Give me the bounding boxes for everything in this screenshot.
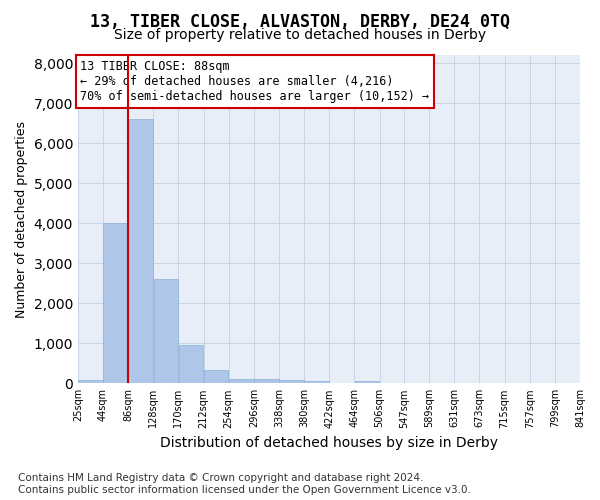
Bar: [103, 223, 128, 384]
Bar: [179, 346, 203, 384]
X-axis label: Distribution of detached houses by size in Derby: Distribution of detached houses by size …: [160, 436, 498, 450]
Bar: [355, 381, 379, 384]
Text: Contains HM Land Registry data © Crown copyright and database right 2024.
Contai: Contains HM Land Registry data © Crown c…: [18, 474, 471, 495]
Text: Size of property relative to detached houses in Derby: Size of property relative to detached ho…: [114, 28, 486, 42]
Bar: [128, 119, 153, 384]
Bar: [204, 370, 229, 384]
Bar: [229, 378, 254, 384]
Text: 13, TIBER CLOSE, ALVASTON, DERBY, DE24 0TQ: 13, TIBER CLOSE, ALVASTON, DERBY, DE24 0…: [90, 12, 510, 30]
Bar: [78, 380, 103, 384]
Text: 13 TIBER CLOSE: 88sqm
← 29% of detached houses are smaller (4,216)
70% of semi-d: 13 TIBER CLOSE: 88sqm ← 29% of detached …: [80, 60, 430, 103]
Bar: [304, 381, 329, 384]
Y-axis label: Number of detached properties: Number of detached properties: [15, 120, 28, 318]
Bar: [154, 279, 178, 384]
Bar: [279, 380, 304, 384]
Bar: [254, 380, 278, 384]
